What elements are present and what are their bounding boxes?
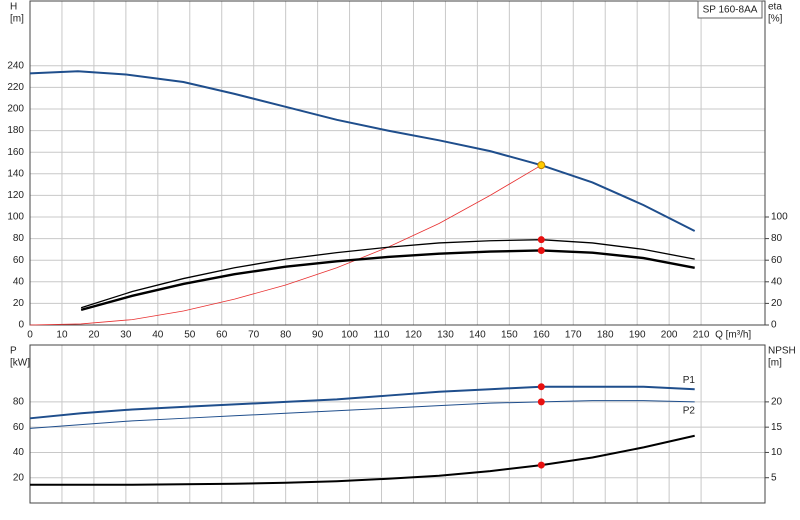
chart-title: SP 160-8AA bbox=[703, 5, 758, 16]
y2-tick-label: 60 bbox=[771, 255, 783, 266]
operating-point bbox=[537, 383, 545, 391]
y-tick-label: 60 bbox=[13, 255, 25, 266]
y2-axis-label: [%] bbox=[768, 14, 783, 25]
x-tick-label: 30 bbox=[120, 330, 132, 341]
x-axis-label: Q [m³/h] bbox=[715, 330, 751, 341]
x-tick-label: 110 bbox=[374, 330, 390, 341]
x-tick-label: 210 bbox=[693, 330, 710, 341]
y-tick-label: 0 bbox=[18, 320, 24, 331]
x-tick-label: 130 bbox=[437, 330, 454, 341]
x-tick-label: 180 bbox=[597, 330, 614, 341]
y-axis-label: [m] bbox=[10, 14, 24, 25]
x-tick-label: 120 bbox=[405, 330, 422, 341]
curve bbox=[30, 434, 695, 486]
x-tick-label: 80 bbox=[280, 330, 292, 341]
y-tick-label: 120 bbox=[7, 190, 24, 201]
y2-tick-label: 20 bbox=[771, 298, 783, 309]
x-tick-label: 160 bbox=[533, 330, 550, 341]
x-tick-label: 90 bbox=[312, 330, 324, 341]
x-tick-label: 60 bbox=[216, 330, 228, 341]
y-tick-label: 160 bbox=[7, 147, 24, 158]
y-tick-label: 200 bbox=[7, 104, 24, 115]
operating-point bbox=[537, 246, 545, 254]
y2-tick-label: 10 bbox=[771, 447, 783, 458]
title-box bbox=[697, 0, 763, 19]
x-tick-label: 70 bbox=[248, 330, 260, 341]
x-tick-label: 200 bbox=[661, 330, 678, 341]
operating-point bbox=[537, 461, 545, 469]
operating-point bbox=[537, 398, 545, 406]
x-tick-label: 0 bbox=[27, 330, 33, 341]
operating-point bbox=[537, 236, 545, 244]
x-tick-label: 170 bbox=[565, 330, 582, 341]
y-tick-label: 20 bbox=[13, 298, 25, 309]
y2-tick-label: 20 bbox=[771, 397, 783, 408]
y2-axis-label: [m] bbox=[768, 358, 782, 369]
x-tick-label: 190 bbox=[629, 330, 646, 341]
curve bbox=[29, 70, 696, 232]
x-tick-label: 20 bbox=[88, 330, 100, 341]
y-axis-label: P bbox=[10, 346, 17, 357]
curve bbox=[80, 239, 695, 309]
plot-frame bbox=[29, 0, 766, 326]
y2-tick-label: 15 bbox=[771, 422, 783, 433]
y2-tick-label: 80 bbox=[771, 233, 783, 244]
y2-tick-label: 100 bbox=[771, 212, 788, 223]
y-tick-label: 140 bbox=[7, 168, 24, 179]
x-tick-label: 10 bbox=[56, 330, 68, 341]
curve-label: P2 bbox=[683, 406, 696, 417]
y-tick-label: 100 bbox=[7, 212, 24, 223]
y-tick-label: 240 bbox=[7, 60, 24, 71]
y-axis-label: H bbox=[10, 2, 17, 13]
x-tick-label: 40 bbox=[152, 330, 164, 341]
y2-tick-label: 0 bbox=[771, 320, 777, 331]
curve bbox=[29, 400, 695, 429]
plot-frame bbox=[29, 344, 766, 504]
y-tick-label: 60 bbox=[13, 422, 25, 433]
curve bbox=[80, 249, 695, 312]
y-tick-label: 80 bbox=[13, 397, 25, 408]
y-tick-label: 20 bbox=[13, 472, 25, 483]
y2-tick-label: 40 bbox=[771, 276, 783, 287]
y2-axis-label: NPSH bbox=[768, 346, 796, 357]
curve-label: P1 bbox=[683, 375, 696, 386]
x-tick-label: 150 bbox=[501, 330, 518, 341]
y-tick-label: 180 bbox=[7, 125, 24, 136]
y2-tick-label: 5 bbox=[771, 472, 777, 483]
y2-axis-label: eta bbox=[768, 2, 782, 13]
y-axis-label: [kW] bbox=[10, 358, 30, 369]
curve bbox=[29, 385, 695, 420]
curve bbox=[29, 164, 542, 326]
x-tick-label: 140 bbox=[469, 330, 486, 341]
y-tick-label: 80 bbox=[13, 233, 25, 244]
y-tick-label: 40 bbox=[13, 447, 25, 458]
y-tick-label: 40 bbox=[13, 276, 25, 287]
x-tick-label: 100 bbox=[341, 330, 358, 341]
y-tick-label: 220 bbox=[7, 82, 24, 93]
operating-point bbox=[537, 161, 546, 170]
x-tick-label: 50 bbox=[184, 330, 196, 341]
